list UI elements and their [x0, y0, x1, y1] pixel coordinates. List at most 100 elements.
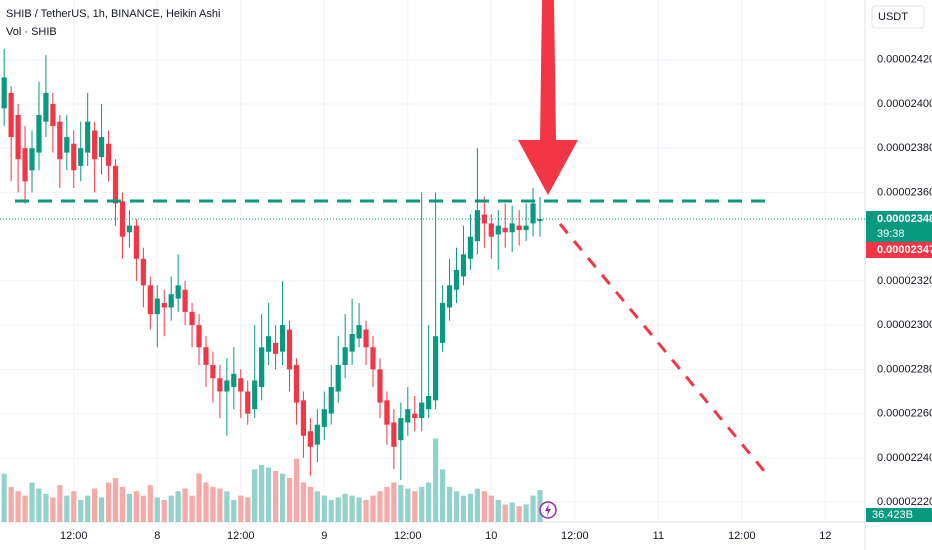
candle-body: [29, 148, 35, 171]
volume-bar: [78, 500, 84, 522]
volume-bar: [391, 482, 397, 522]
candle-body: [467, 236, 474, 259]
candle-body: [523, 225, 529, 231]
candle-body: [321, 409, 327, 427]
candle-body: [530, 203, 536, 224]
volume-bar: [272, 471, 279, 522]
y-tick-label: 0.00002300: [877, 319, 932, 331]
volume-bar: [467, 493, 474, 522]
candle-body: [460, 254, 467, 277]
volume-bar: [363, 500, 369, 522]
candle-body: [370, 347, 376, 370]
candle-body: [85, 121, 91, 153]
volume-label: 36.423B: [872, 509, 913, 521]
candle-body: [495, 225, 501, 235]
y-tick-label: 0.00002360: [877, 186, 932, 198]
candle-body: [266, 336, 272, 352]
volume-bar: [523, 504, 529, 522]
volume-bar: [342, 493, 348, 522]
candle-body: [126, 225, 133, 233]
x-tick-label: 11: [653, 530, 664, 542]
down-arrow: [518, 0, 578, 195]
candle-body: [112, 165, 119, 204]
volume-bar: [335, 497, 341, 522]
volume-bar: [238, 495, 244, 522]
volume-bar: [426, 482, 432, 522]
countdown: 39:38: [877, 228, 905, 240]
candle-body: [391, 422, 397, 447]
volume-bar: [279, 473, 286, 522]
volume-label-box: [866, 508, 932, 522]
candle-body: [210, 364, 216, 379]
candle-body: [168, 294, 174, 308]
candle-body: [154, 298, 160, 315]
volume-bar: [398, 485, 404, 522]
candle-body: [363, 329, 369, 348]
volume-bar: [252, 469, 258, 522]
candle-body: [405, 409, 411, 423]
candle-body: [231, 373, 237, 388]
candle-body: [133, 225, 139, 259]
y-tick-label: 0.00002280: [877, 363, 932, 375]
volume-bar: [8, 486, 14, 522]
candle-body: [342, 347, 348, 365]
volume-bar: [147, 485, 153, 522]
candle-body: [293, 364, 300, 403]
volume-bar: [266, 467, 272, 522]
event-icon: [545, 504, 551, 516]
volume-bar: [119, 486, 126, 522]
y-tick-label: 0.00002380: [877, 142, 932, 154]
candle-body: [15, 115, 21, 160]
volume-bar: [474, 488, 480, 522]
currency-box[interactable]: [871, 5, 925, 29]
candle-body: [217, 378, 223, 392]
volume-bar: [405, 488, 411, 522]
y-tick-label: 0.00002220: [877, 496, 932, 508]
x-tick-label: 9: [321, 530, 327, 542]
candle-body: [481, 214, 487, 224]
candle-body: [349, 333, 355, 352]
x-tick-label: 12:00: [394, 530, 422, 542]
candle-body: [8, 92, 14, 138]
volume-bar: [530, 495, 536, 522]
candle-body: [433, 336, 439, 401]
volume-bar: [105, 482, 112, 522]
volume-bar: [300, 482, 307, 522]
volume-bar: [126, 493, 133, 522]
candle-body: [78, 148, 84, 166]
volume-bar: [516, 506, 522, 522]
volume-bar: [502, 504, 508, 522]
volume-bar: [349, 495, 355, 522]
volume-bar: [182, 488, 188, 522]
candle-body: [71, 143, 77, 171]
volume-bar: [231, 500, 237, 522]
candle-body: [203, 347, 209, 365]
x-tick-label: 12: [819, 530, 831, 542]
currency[interactable]: USDT: [878, 11, 908, 23]
volume-bar: [210, 486, 216, 522]
candle-body: [105, 143, 112, 166]
volume-bar: [224, 491, 230, 522]
volume-bar: [537, 489, 543, 522]
candle-body: [307, 431, 313, 447]
candle-body: [224, 380, 230, 392]
candle-body: [64, 137, 70, 153]
volume-bar: [43, 493, 49, 522]
candle-body: [238, 378, 244, 392]
candle-body: [453, 269, 460, 290]
candle-body: [119, 201, 126, 237]
volume-bar: [321, 495, 327, 522]
candle-body: [182, 289, 188, 312]
subtitle: Vol · SHIB: [6, 26, 57, 38]
candle-body: [419, 402, 425, 419]
candle-body: [99, 137, 105, 158]
volume-bar: [175, 491, 181, 522]
candle-body: [175, 285, 181, 299]
volume-bar: [439, 469, 446, 522]
volume-bar: [57, 485, 63, 522]
volume-bar: [196, 473, 202, 522]
volume-bar: [140, 495, 146, 522]
volume-bar: [488, 495, 494, 522]
volume-bar: [259, 464, 265, 522]
volume-bar: [509, 502, 515, 522]
